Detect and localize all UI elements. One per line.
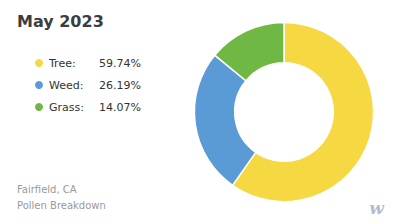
svg-text:Weed:: Weed: xyxy=(49,79,83,92)
svg-text:59.74%: 59.74% xyxy=(99,57,141,70)
svg-text:Grass:: Grass: xyxy=(49,101,84,114)
svg-text:Tree:: Tree: xyxy=(48,57,76,70)
svg-text:May 2023: May 2023 xyxy=(17,12,104,31)
svg-text:26.19%: 26.19% xyxy=(99,79,141,92)
svg-text:Pollen Breakdown: Pollen Breakdown xyxy=(17,200,106,211)
svg-text:14.07%: 14.07% xyxy=(99,101,141,114)
svg-text:Fairfield, CA: Fairfield, CA xyxy=(17,184,77,195)
svg-text:w: w xyxy=(369,198,385,218)
